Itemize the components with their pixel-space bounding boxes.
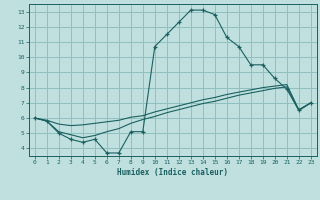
X-axis label: Humidex (Indice chaleur): Humidex (Indice chaleur): [117, 168, 228, 177]
